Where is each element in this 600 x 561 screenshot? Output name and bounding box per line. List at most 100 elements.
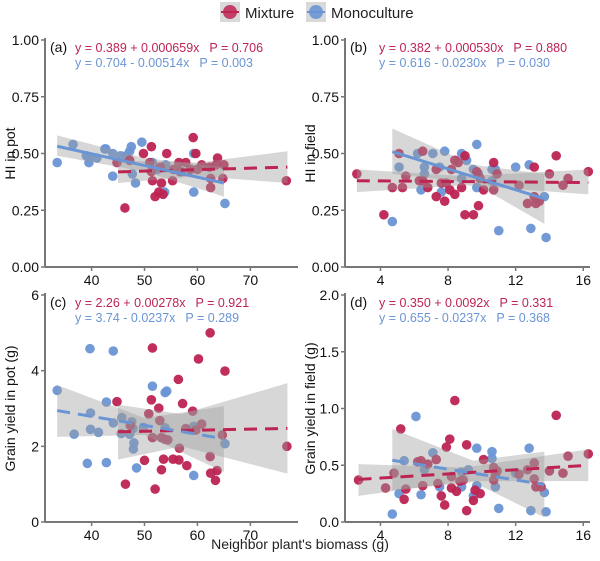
point-mixture — [544, 169, 555, 179]
point-monoculture — [541, 232, 551, 243]
point-mixture — [397, 182, 408, 193]
equation-monoculture: y = 3.74 - 0.0237x — [75, 311, 176, 325]
point-mixture — [551, 410, 562, 421]
y-tick-label: 6 — [31, 287, 39, 303]
point-mixture — [173, 374, 184, 385]
point-mixture — [147, 343, 158, 353]
point-monoculture — [439, 146, 450, 157]
y-tick-label: 2 — [31, 438, 39, 454]
point-mixture — [196, 160, 207, 170]
point-mixture — [380, 483, 391, 493]
point-mixture — [399, 494, 409, 505]
point-monoculture — [487, 446, 497, 457]
p-value-mixture: P = 0.921 — [196, 296, 250, 310]
point-mixture — [478, 185, 489, 195]
point-mixture — [138, 148, 149, 159]
point-mixture — [220, 366, 230, 376]
point-mixture — [436, 491, 447, 501]
x-axis-title: Neighbor plant's biomass (g) — [211, 536, 389, 552]
equation-monoculture: y = 0.655 - 0.0237x — [379, 311, 487, 325]
y-tick-label: 0.50 — [312, 146, 339, 162]
y-tick-label: 0.0 — [320, 514, 340, 530]
equation-monoculture: y = 0.616 - 0.0230x — [379, 56, 487, 70]
point-mixture — [583, 449, 594, 459]
point-monoculture — [387, 216, 398, 227]
point-mixture — [456, 182, 467, 193]
legend: Mixture Monoculture — [220, 2, 414, 22]
x-tick-label: 12 — [508, 272, 524, 288]
fit-line-monoculture — [56, 409, 225, 441]
point-mixture — [522, 198, 533, 209]
point-mixture — [167, 175, 178, 186]
y-tick-label: 0.75 — [312, 89, 339, 105]
panel-label: (a) — [50, 39, 67, 55]
point-mixture — [529, 458, 540, 468]
point-monoculture — [419, 162, 430, 172]
x-tick-label: 50 — [137, 272, 153, 288]
x-tick-label: 60 — [190, 527, 206, 543]
point-mixture — [146, 141, 157, 152]
x-tick-label: 50 — [137, 527, 153, 543]
point-monoculture — [416, 489, 426, 500]
point-mixture — [161, 148, 172, 159]
y-axis-title: HI in field — [302, 124, 318, 182]
point-mixture — [460, 150, 470, 161]
point-monoculture — [493, 225, 504, 236]
point-mixture — [441, 442, 452, 452]
point-monoculture — [69, 429, 79, 440]
p-value-mixture: P = 0.331 — [500, 296, 554, 310]
fit-line-monoculture — [391, 150, 545, 201]
point-monoculture — [188, 187, 199, 197]
point-mixture — [147, 175, 158, 186]
point-mixture — [473, 200, 484, 211]
point-mixture — [146, 394, 157, 405]
point-monoculture — [85, 424, 96, 435]
x-tick-label: 8 — [444, 272, 452, 288]
point-mixture — [191, 148, 201, 159]
fit-line-mixture — [356, 179, 589, 185]
point-mixture — [147, 432, 158, 443]
point-mixture — [219, 160, 229, 170]
x-tick-label: 60 — [190, 272, 206, 288]
point-mixture — [563, 173, 573, 184]
point-mixture — [475, 488, 485, 499]
point-mixture — [162, 435, 173, 445]
x-tick-label: 16 — [575, 527, 591, 543]
equation-mixture: y = 0.350 + 0.0092x — [379, 296, 490, 310]
ci-band-monoculture — [57, 385, 224, 473]
point-mixture — [112, 396, 122, 407]
y-tick-label: 4 — [31, 363, 39, 379]
point-mixture — [401, 171, 411, 181]
point-monoculture — [526, 223, 536, 234]
point-mixture — [158, 454, 169, 464]
point-monoculture — [161, 386, 172, 396]
point-monoculture — [93, 427, 104, 438]
point-mixture — [139, 455, 150, 466]
legend-label-monoculture: Monoculture — [331, 5, 414, 22]
point-monoculture — [85, 343, 95, 354]
point-monoculture — [108, 346, 119, 356]
point-monoculture — [147, 381, 158, 391]
point-monoculture — [220, 198, 230, 209]
point-mixture — [156, 464, 167, 475]
y-axis-title: Grain yield in field (g) — [302, 342, 318, 474]
point-mixture — [558, 180, 568, 191]
point-mixture — [529, 474, 540, 484]
point-mixture — [182, 460, 192, 471]
point-mixture — [282, 441, 292, 452]
panel-c: 0 2 4 6 40 50 60 70 Grain yield in pot (g) (c) y =… — [2, 287, 298, 543]
point-mixture — [120, 203, 130, 213]
point-mixture — [468, 495, 479, 506]
point-mixture — [210, 475, 221, 486]
point-mixture — [205, 451, 215, 462]
y-tick-label: 1.00 — [312, 32, 339, 48]
point-mixture — [431, 191, 442, 202]
point-mixture — [353, 475, 364, 485]
point-monoculture — [52, 385, 62, 396]
fit-line-monoculture — [392, 458, 545, 487]
point-mixture — [180, 157, 191, 168]
point-mixture — [422, 182, 433, 193]
point-mixture — [563, 451, 573, 461]
p-value-monoculture: P = 0.368 — [496, 311, 550, 325]
point-mixture — [453, 157, 464, 168]
